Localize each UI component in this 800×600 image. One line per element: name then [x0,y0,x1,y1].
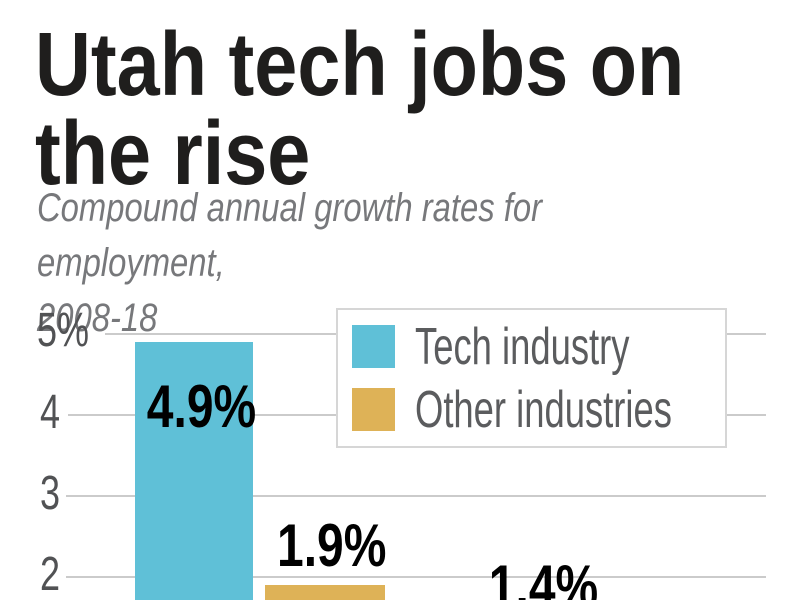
y-tick-5: 5% [37,304,90,357]
value-label-tech-group2: 1.4% [488,553,599,600]
y-tick-2: 2 [40,548,61,600]
bar-tech-industry-group1 [135,342,253,600]
chart-subtitle: Compound annual growth rates for employm… [37,186,543,340]
legend-item-other: Other industries [352,384,782,436]
legend-item-tech: Tech industry [352,321,721,373]
other-industries-swatch-icon [352,388,395,431]
legend-label-tech: Tech industry [415,317,630,376]
y-tick-4: 4 [40,386,61,439]
tech-industry-swatch-icon [352,325,395,368]
bar-other-industries-group1 [265,585,385,600]
value-label-tech-group1: 4.9% [146,373,257,440]
gridline-3pct [66,495,766,497]
value-label-other-group1: 1.9% [277,512,387,579]
legend-label-other: Other industries [415,380,672,439]
chart-title: Utah tech jobs on the rise [35,15,685,204]
y-tick-3: 3 [40,467,61,520]
legend-box: Tech industry Other industries [336,308,727,448]
gridline-2pct [66,576,766,578]
